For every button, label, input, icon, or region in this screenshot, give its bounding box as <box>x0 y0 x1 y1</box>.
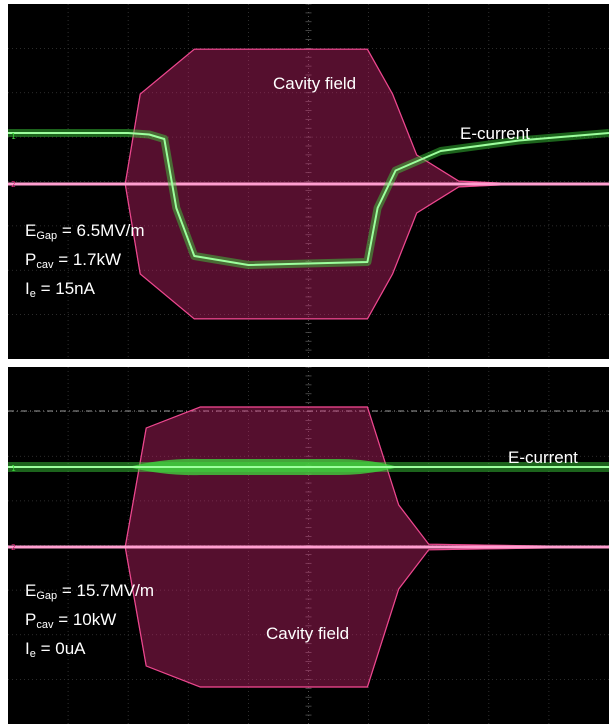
e-current-label: E-current <box>508 448 578 467</box>
scope-plot-top <box>8 4 609 359</box>
e-current-trace <box>8 132 609 266</box>
electron-current-param: Ie = 15nA <box>25 279 95 300</box>
cavity-power-param: Pcav = 1.7kW <box>25 250 122 271</box>
channel-2-marker: 2 <box>11 543 16 552</box>
channel-2-marker: 2 <box>11 180 16 189</box>
oscilloscope-panel-bottom: 1 2 Cavity field E-current EGap = 15.7MV… <box>8 367 609 724</box>
parameter-block: EGap = 6.5MV/m Pcav = 1.7kW Ie = 15nA <box>25 219 145 306</box>
cavity-field-label: Cavity field <box>273 74 357 93</box>
gap-field-param: EGap = 15.7MV/m <box>25 581 154 602</box>
parameter-block: EGap = 15.7MV/m Pcav = 10kW Ie = 0uA <box>25 579 154 666</box>
graticule <box>8 4 609 359</box>
channel-1-marker: 1 <box>11 464 16 473</box>
cavity-field-lower-edge <box>8 546 609 688</box>
cavity-power-param: Pcav = 10kW <box>25 610 117 631</box>
scope-plot-bottom <box>8 367 609 724</box>
electron-current-param: Ie = 0uA <box>25 639 86 660</box>
cavity-field-label: Cavity field <box>266 624 350 643</box>
channel-1-marker: 1 <box>11 132 16 141</box>
gap-field-param: EGap = 6.5MV/m <box>25 221 145 242</box>
cavity-field-upper-edge <box>8 406 609 548</box>
oscilloscope-panel-top: 1 2 Cavity field E-current EGap = 6.5MV/… <box>8 4 609 359</box>
e-current-label: E-current <box>460 124 530 143</box>
